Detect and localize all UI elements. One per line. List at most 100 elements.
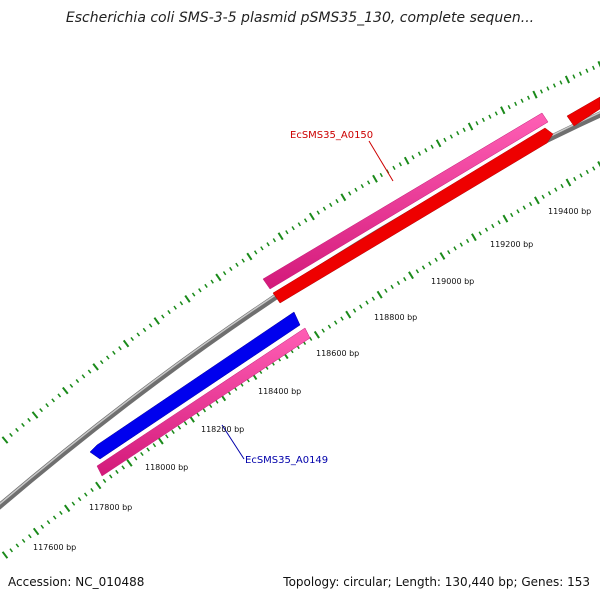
minor-tick-mark	[108, 474, 113, 479]
minor-tick-mark	[465, 238, 470, 243]
major-tick-mark	[313, 330, 320, 339]
minor-tick-mark	[112, 350, 116, 355]
minor-tick-mark	[417, 151, 422, 156]
major-tick-mark	[95, 481, 102, 490]
major-tick-mark	[277, 232, 284, 241]
minor-tick-mark	[384, 288, 388, 293]
minor-tick-mark	[202, 408, 207, 413]
major-tick-mark	[597, 161, 600, 168]
minor-tick-mark	[52, 515, 57, 520]
minor-tick-mark	[105, 355, 110, 360]
minor-tick-mark	[28, 534, 32, 539]
minor-tick-mark	[27, 417, 31, 422]
minor-tick-mark	[51, 398, 55, 403]
minor-tick-mark	[208, 403, 213, 409]
major-tick-mark	[534, 196, 540, 205]
minor-tick-mark	[340, 316, 344, 321]
minor-tick-mark	[69, 383, 74, 388]
minor-tick-mark	[560, 183, 564, 189]
major-tick-mark	[435, 139, 442, 148]
minor-tick-mark	[191, 292, 196, 297]
minor-tick-mark	[177, 425, 182, 430]
minor-tick-mark	[167, 309, 171, 315]
minor-tick-mark	[411, 155, 415, 160]
minor-tick-mark	[118, 346, 122, 351]
gene-label-a0150[interactable]: EcSMS35_A0150	[290, 130, 373, 141]
major-tick-mark	[597, 60, 600, 68]
minor-tick-mark	[9, 432, 13, 437]
cds-feature-next[interactable]	[566, 96, 600, 127]
major-tick-mark	[153, 317, 160, 325]
tick-label-119200: 119200 bp	[490, 240, 533, 249]
cds-feature-a0150[interactable]	[272, 127, 554, 304]
minor-tick-mark	[572, 74, 576, 79]
minor-tick-mark	[559, 80, 563, 85]
minor-tick-mark	[354, 187, 358, 192]
major-tick-mark	[122, 339, 130, 348]
minor-tick-mark	[75, 379, 80, 384]
major-tick-mark	[345, 310, 352, 319]
minor-tick-mark	[148, 323, 153, 328]
major-tick-mark	[376, 290, 383, 299]
minor-tick-mark	[196, 412, 200, 417]
major-tick-mark	[408, 271, 414, 280]
major-tick-mark	[502, 214, 509, 223]
minor-tick-mark	[165, 434, 169, 439]
gene-feature-a0150[interactable]	[262, 112, 549, 290]
minor-tick-mark	[462, 127, 466, 132]
minor-tick-mark	[497, 220, 501, 225]
minor-tick-mark	[171, 429, 175, 435]
gene-feature-a0149[interactable]	[96, 327, 311, 477]
minor-tick-mark	[453, 246, 457, 251]
minor-tick-mark	[39, 408, 43, 413]
minor-tick-mark	[235, 262, 239, 267]
tick-label-117600: 117600 bp	[33, 543, 76, 552]
minor-tick-mark	[321, 328, 325, 333]
major-tick-mark	[63, 504, 71, 513]
tick-label-118200: 118200 bp	[201, 425, 244, 434]
minor-tick-mark	[222, 271, 227, 276]
minor-tick-mark	[9, 548, 14, 553]
gene-label-a0149[interactable]: EcSMS35_A0149	[245, 455, 328, 466]
minor-tick-mark	[329, 202, 333, 207]
minor-tick-mark	[272, 238, 277, 243]
minor-tick-mark	[133, 456, 138, 461]
minor-tick-mark	[428, 261, 432, 266]
minor-tick-mark	[585, 68, 589, 73]
tick-label-118000: 118000 bp	[145, 463, 188, 472]
cds-feature-a0149[interactable]	[89, 311, 301, 460]
minor-tick-mark	[379, 172, 383, 178]
plasmid-backbone-highlight	[0, 111, 600, 505]
label-leader-a0150	[368, 140, 394, 182]
tick-label-119000: 119000 bp	[431, 277, 474, 286]
minor-tick-mark	[15, 427, 19, 432]
minor-tick-mark	[359, 304, 363, 309]
minor-tick-mark	[46, 520, 51, 525]
minor-tick-mark	[140, 451, 144, 457]
major-tick-mark	[403, 156, 410, 165]
minor-tick-mark	[481, 117, 485, 123]
minor-tick-mark	[430, 144, 434, 149]
label-leader-a0149	[221, 424, 245, 460]
minor-tick-mark	[71, 501, 76, 506]
minor-tick-mark	[40, 524, 45, 529]
minor-tick-mark	[316, 210, 320, 215]
minor-tick-mark	[522, 205, 526, 210]
minor-tick-mark	[21, 538, 26, 543]
major-tick-mark	[32, 527, 40, 536]
major-tick-mark	[126, 459, 133, 467]
minor-tick-mark	[365, 300, 369, 305]
outer-tick-ring	[1, 60, 600, 444]
plasmid-backbone	[0, 111, 600, 510]
major-tick-mark	[467, 122, 474, 131]
minor-tick-mark	[491, 223, 495, 229]
minor-tick-mark	[547, 191, 552, 196]
minor-tick-mark	[366, 180, 371, 185]
minor-tick-mark	[516, 209, 520, 214]
minor-tick-mark	[266, 242, 270, 247]
minor-tick-mark	[173, 305, 177, 310]
minor-tick-mark	[390, 284, 394, 289]
minor-tick-mark	[303, 218, 308, 223]
major-tick-mark	[184, 295, 191, 303]
